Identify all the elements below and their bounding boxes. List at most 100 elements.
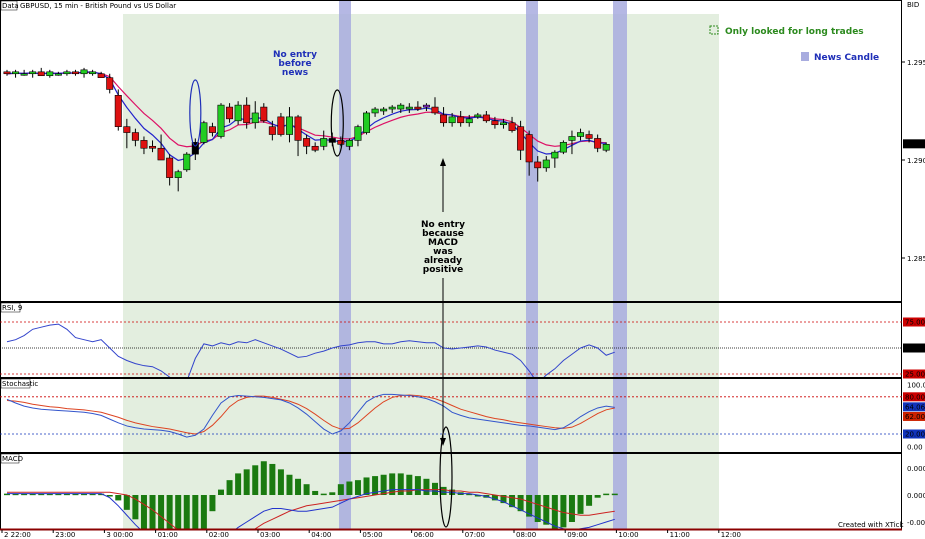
candle-body <box>363 112 371 133</box>
candle-body <box>12 71 20 75</box>
no-entry-macd-text: was <box>433 247 453 257</box>
macd-histogram-bar <box>21 493 28 496</box>
candle-body <box>294 116 302 141</box>
rsi-panel <box>0 321 902 377</box>
no-entry-macd-text: MACD <box>428 238 458 248</box>
candle-body <box>534 161 542 169</box>
current-price-box <box>903 139 925 149</box>
arrow-up-head <box>440 158 446 166</box>
candle-body <box>106 77 114 90</box>
candle-body <box>525 134 533 163</box>
macd-histogram-bar <box>509 495 516 508</box>
candle-body <box>149 145 157 149</box>
macd-histogram-bar <box>218 489 224 495</box>
macd-histogram-bar <box>81 493 88 496</box>
macd-histogram-bar <box>295 478 302 495</box>
candle-body <box>491 120 499 126</box>
time-tick-label: 10:00 <box>618 531 638 539</box>
candle-body <box>166 157 174 178</box>
rsi-level-label: 75.00 <box>905 319 925 327</box>
candle-body <box>320 138 328 147</box>
no-entry-macd-text: already <box>424 256 462 266</box>
macd-histogram-bar <box>149 495 156 529</box>
macd-histogram-bar <box>192 495 199 529</box>
macd-histogram-bar <box>123 495 130 510</box>
candle-body <box>577 132 585 137</box>
stoch-tick-label: 0.00 <box>907 443 923 451</box>
macd-histogram-bar <box>4 493 10 496</box>
macd-histogram-bar <box>406 474 413 495</box>
stoch-k-line <box>6 393 615 438</box>
chart-title: GBPUSD, 15 min - British Pound vs US Dol… <box>20 2 176 10</box>
candle-body <box>277 116 285 135</box>
arrow-down-head <box>440 438 446 446</box>
candle-body <box>268 126 276 135</box>
macd-histogram-bar <box>269 463 276 495</box>
no-entry-macd-text: because <box>422 229 464 239</box>
candle-body <box>20 73 28 76</box>
price-tick-label: 1.2850 <box>907 255 925 263</box>
candle-body <box>63 71 71 75</box>
macd-histogram-bar <box>329 492 336 495</box>
macd-histogram-bar <box>115 495 122 501</box>
entry-candle-ellipse <box>330 89 344 157</box>
candle-body <box>585 134 593 139</box>
macd-histogram-bar <box>466 493 473 496</box>
candle-body <box>80 69 88 75</box>
stoch-k-label: 64.06 <box>905 403 925 411</box>
macd-histogram-bar <box>363 477 370 495</box>
macd-histogram-bar <box>397 473 404 495</box>
candle-body <box>602 144 610 151</box>
macd-histogram-bar <box>106 495 113 497</box>
rsi-level-box <box>903 343 925 353</box>
rsi-panel-label: RSI, 9 <box>2 304 22 312</box>
candle-body <box>542 159 550 169</box>
stoch-d-line <box>6 394 615 435</box>
stoch-level-label: 80.00 <box>905 393 925 401</box>
macd-histogram-bar <box>46 493 53 496</box>
time-tick-label: 23:00 <box>55 531 75 539</box>
candle-body <box>422 104 430 108</box>
long-trades-zone <box>123 14 719 529</box>
macd-histogram-bar <box>286 474 293 495</box>
candle-body <box>226 106 234 120</box>
macd-line <box>7 489 615 529</box>
macd-histogram-bar <box>277 469 284 495</box>
macd-histogram-bar <box>594 495 601 498</box>
macd-histogram-bar <box>89 493 96 496</box>
candle-body <box>243 104 251 124</box>
price-tick-label: 1.2900 <box>907 157 925 165</box>
macd-histogram-bar <box>243 469 250 495</box>
time-tick-label: 05:00 <box>362 531 382 539</box>
macd-histogram-bar <box>560 495 567 528</box>
candle-body <box>71 71 79 75</box>
candle-body <box>97 73 105 78</box>
stochastic-panel-label: Stochastic <box>2 380 38 388</box>
macd-histogram-bar <box>491 495 498 501</box>
candle-body <box>559 142 567 153</box>
macd-histogram-bar <box>432 482 438 495</box>
candle-body <box>371 108 379 114</box>
news-candle-band <box>613 0 627 530</box>
stoch-d-label: 62.00 <box>905 413 925 421</box>
no-entry-before-news-text: before <box>278 59 311 69</box>
candle-body <box>183 153 191 171</box>
price-panel <box>3 67 610 192</box>
candle-body <box>54 73 62 76</box>
candle-body <box>499 122 507 126</box>
macd-histogram-bar <box>534 495 541 522</box>
slow-moving-average <box>6 71 607 148</box>
no-entry-macd-text: No entry <box>421 220 465 230</box>
macd-histogram-bar <box>183 495 190 529</box>
macd-histogram-bar <box>132 495 139 520</box>
stoch-level-label: 20.00 <box>905 431 925 439</box>
news-candle-band <box>339 0 351 530</box>
macd-histogram-bar <box>474 495 481 497</box>
candle-body <box>568 136 576 141</box>
macd-histogram-bar <box>337 484 344 495</box>
macd-signal-line <box>7 489 615 529</box>
rsi-line <box>6 323 615 377</box>
candle-body <box>260 106 268 122</box>
macd-histogram-bar <box>611 493 618 496</box>
